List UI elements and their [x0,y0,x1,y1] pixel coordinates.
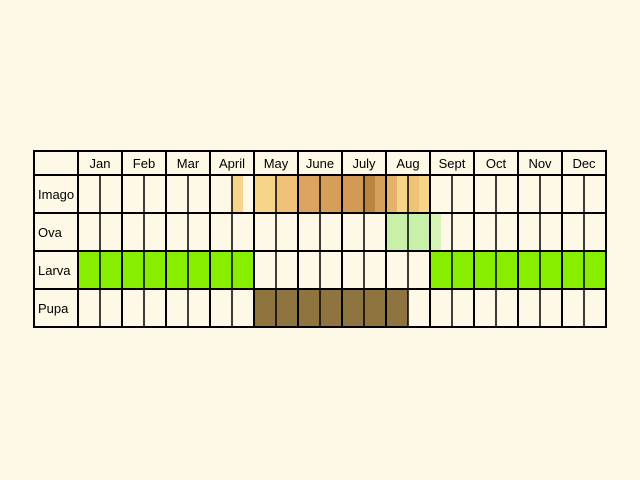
stage-fill-ova [430,213,441,251]
month-label: Aug [396,156,419,171]
month-label: May [264,156,289,171]
stage-fill-imago [386,175,397,213]
calendar-grid [33,150,607,328]
stage-label-imago: Imago [38,187,74,202]
month-label: April [219,156,245,171]
stage-label-larva: Larva [38,263,71,278]
month-label: Feb [133,156,155,171]
month-label: Mar [177,156,200,171]
stage-label-pupa: Pupa [38,301,69,316]
stage-fill-imago [298,175,320,213]
calendar-labels: Jan Feb Mar April May June July Aug Sept Oct Nov De… [38,156,596,316]
stage-fill-imago [419,175,430,213]
month-label: July [352,156,376,171]
stage-fill-imago [232,175,243,213]
stage-fill-imago [342,175,364,213]
stage-fill-imago [320,175,342,213]
stage-fill-imago [254,175,276,213]
stage-fill-imago [364,175,375,213]
stage-fill-imago [276,175,298,213]
stage-fill-imago [397,175,408,213]
stage-fill-imago [408,175,419,213]
stage-fill-pupa [254,289,408,327]
stage-label-ova: Ova [38,225,63,240]
month-label: Jan [90,156,111,171]
month-label: Nov [528,156,552,171]
month-label: Oct [486,156,507,171]
month-label: June [306,156,334,171]
stage-fill-imago [375,175,386,213]
month-label: Dec [572,156,596,171]
month-label: Sept [439,156,466,171]
